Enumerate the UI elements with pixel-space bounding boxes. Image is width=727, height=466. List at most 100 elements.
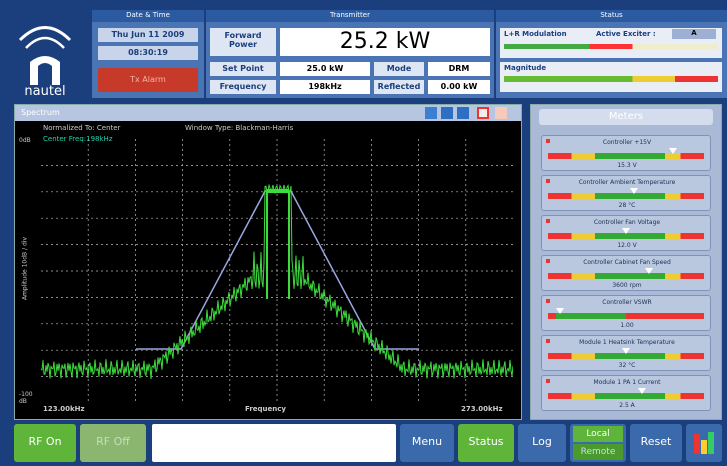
- meter-alarm: [546, 379, 550, 383]
- meter-value: 1.00: [620, 322, 634, 329]
- x-label: Frequency: [245, 405, 286, 413]
- icon-button[interactable]: [425, 107, 437, 119]
- logo-text: nautel: [24, 84, 66, 99]
- normalized: Normalized To: Center: [43, 124, 121, 132]
- close-button[interactable]: [495, 107, 507, 119]
- meter: Controller +15V 15.3 V: [541, 135, 711, 171]
- y-label: Amplitude 10dB / div: [21, 236, 29, 301]
- rf-off-button[interactable]: RF Off: [80, 424, 146, 462]
- reset-button[interactable]: Reset: [630, 424, 682, 462]
- meters-panel: Meters Controller +15V 15.3 V Controller A…: [530, 104, 722, 420]
- meter-name: Controller VSWR: [602, 299, 652, 306]
- meter-name: Module 1 Heatsink Temperature: [579, 339, 675, 346]
- meter-bar: [548, 153, 704, 159]
- meter-pointer: [629, 188, 638, 194]
- meter-value: 15.3 V: [617, 162, 637, 169]
- label: Active Exciter :: [596, 30, 656, 38]
- label: Forward Power: [210, 28, 276, 56]
- icon-button[interactable]: [441, 107, 453, 119]
- transmitter-panel: Transmitter Forward Power 25.2 kW Set Po…: [206, 10, 494, 98]
- meter-bar: [548, 273, 704, 279]
- meter-pointer: [637, 388, 646, 394]
- alarm-button[interactable]: Tx Alarm: [98, 68, 198, 92]
- spectrum-panel: Spectrum Normalized To: Center Window Ty…: [14, 104, 522, 420]
- mask-envelope: [136, 190, 419, 350]
- meter-value: 32 °C: [618, 362, 636, 369]
- meter-pointer: [668, 148, 677, 154]
- forward-power: 25.2 kW: [280, 28, 490, 56]
- meter-name: Controller Cabinet Fan Speed: [583, 259, 671, 266]
- magnitude-box: Magnitude: [500, 62, 722, 92]
- label: Set Point: [210, 62, 276, 76]
- center-freq: Center Freq:198kHz: [43, 135, 113, 143]
- value: 0.00 kW: [428, 80, 490, 94]
- local-remote-button[interactable]: Local Remote: [570, 424, 626, 462]
- meter-pointer: [645, 268, 654, 274]
- panel-title: Status: [496, 10, 727, 22]
- meter-alarm: [546, 139, 550, 143]
- meter: Controller Cabinet Fan Speed 3600 rpm: [541, 255, 711, 291]
- meter-value: 3600 rpm: [612, 282, 642, 289]
- top-label: 0dB: [19, 137, 31, 144]
- label: L+R Modulation: [504, 30, 567, 38]
- date-panel: Date & Time Thu Jun 11 2009 08:30:19 Tx …: [92, 10, 204, 98]
- icon-button[interactable]: [477, 107, 489, 119]
- panel-title: Transmitter: [206, 10, 494, 22]
- rf-on-button[interactable]: RF On: [14, 424, 76, 462]
- panel-title: Date & Time: [92, 10, 204, 22]
- panel-title: Meters: [539, 109, 713, 125]
- status-panel: Status L+R Modulation Active Exciter : A…: [496, 10, 727, 98]
- carrier-block: [267, 189, 289, 193]
- x-start: 123.00kHz: [43, 405, 85, 413]
- meter-pointer: [556, 308, 565, 314]
- meter-name: Controller Fan Voltage: [593, 219, 661, 226]
- window-type: Window Type: Blackman-Harris: [185, 124, 294, 132]
- meter-bar: [548, 193, 704, 199]
- panel-title: Spectrum: [21, 108, 60, 117]
- value: 25.0 kW: [280, 62, 370, 76]
- bottom-label: -100 dB: [19, 391, 33, 405]
- label: Reflected: [374, 80, 424, 94]
- meter: Module 1 PA 1 Current 2.5 A: [541, 375, 711, 411]
- remote: Remote: [573, 444, 623, 460]
- meter-alarm: [546, 299, 550, 303]
- meter-name: Controller Ambient Temperature: [578, 179, 676, 186]
- help-icon[interactable]: [686, 424, 722, 462]
- value: DRM: [428, 62, 490, 76]
- meter-value: 2.5 A: [619, 402, 635, 409]
- meter: Controller Fan Voltage 12.0 V: [541, 215, 711, 251]
- icon-button[interactable]: [457, 107, 469, 119]
- meter: Controller VSWR 1.00: [541, 295, 711, 331]
- meter-value: 12.0 V: [617, 242, 637, 249]
- meter-alarm: [546, 179, 550, 183]
- date: Thu Jun 11 2009: [98, 28, 198, 42]
- spectrum-titlebar: Spectrum: [15, 105, 521, 121]
- menu-button[interactable]: Menu: [400, 424, 454, 462]
- magnitude-bar: [504, 76, 718, 82]
- spectrum-plot: [41, 139, 513, 403]
- label: Mode: [374, 62, 424, 76]
- meter-bar: [548, 393, 704, 399]
- modulation-bar: [504, 44, 718, 49]
- logo-panel: nautel: [0, 0, 90, 100]
- meter-name: Module 1 PA 1 Current: [593, 379, 661, 386]
- x-end: 273.00kHz: [461, 405, 503, 413]
- meter-pointer: [622, 348, 630, 354]
- meter-bar: [548, 233, 704, 239]
- message-box: [152, 424, 396, 462]
- value: 198kHz: [280, 80, 370, 94]
- log-button[interactable]: Log: [518, 424, 566, 462]
- meter: Controller Ambient Temperature 28 °C: [541, 175, 711, 211]
- meter-alarm: [546, 219, 550, 223]
- modulation-box: L+R Modulation Active Exciter : A: [500, 28, 722, 58]
- spectrum-trace: [41, 183, 513, 379]
- meter-bar: [548, 313, 704, 319]
- meter: Module 1 Heatsink Temperature 32 °C: [541, 335, 711, 371]
- meter-name: Controller +15V: [602, 139, 652, 146]
- exciter-button[interactable]: A: [672, 29, 716, 39]
- status-button[interactable]: Status: [458, 424, 514, 462]
- meter-alarm: [546, 259, 550, 263]
- meter-alarm: [546, 339, 550, 343]
- local: Local: [573, 426, 623, 442]
